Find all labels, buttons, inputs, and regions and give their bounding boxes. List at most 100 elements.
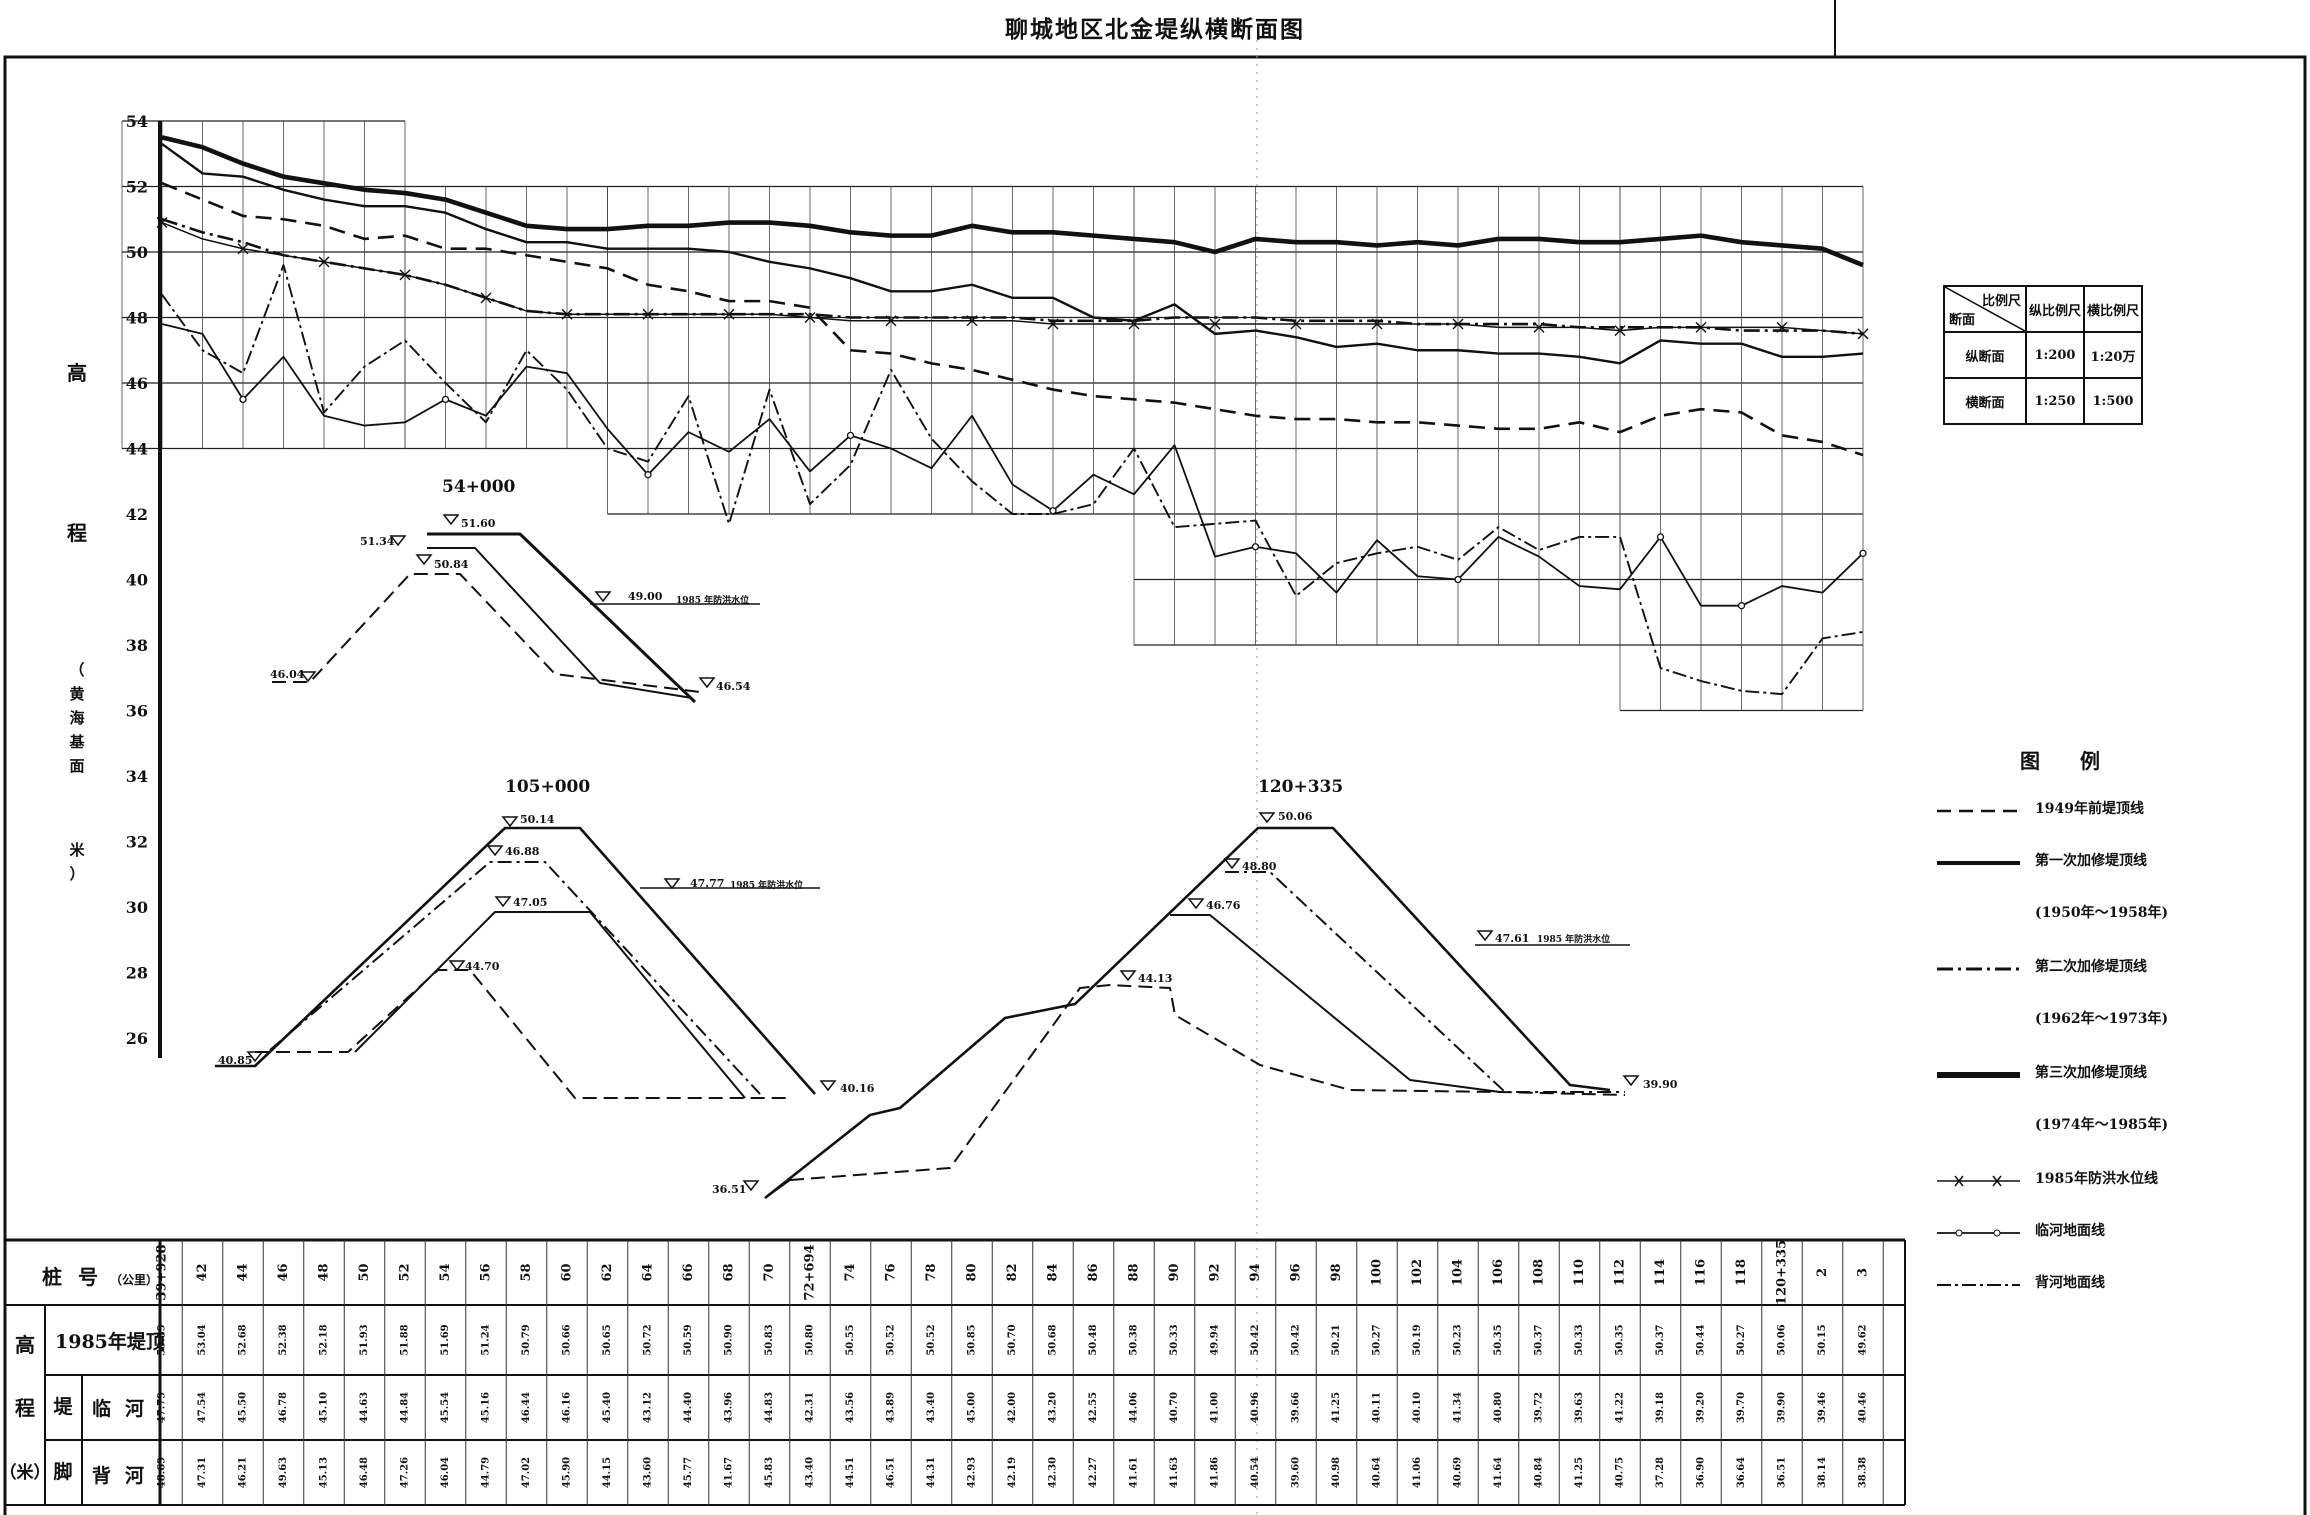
table-cell: 86 <box>1086 1263 1101 1281</box>
table-cell: 40.11 <box>1372 1392 1383 1423</box>
section-profile <box>764 826 1611 1200</box>
table-cell: 51.69 <box>440 1324 451 1355</box>
table-cell: 50.21 <box>1331 1324 1342 1355</box>
legend-item: 1985年防洪水位线 <box>1935 1166 2225 1218</box>
table-cell: 42.19 <box>1007 1457 1018 1488</box>
table-cell: 43.40 <box>805 1457 816 1488</box>
section-label: 1985 年防洪水位 <box>730 879 803 891</box>
table-cell: 50 <box>357 1263 372 1281</box>
table-cell: 44.31 <box>926 1457 937 1488</box>
table-cell: 46.16 <box>562 1392 573 1423</box>
table-cell: 50.85 <box>967 1324 978 1355</box>
table-cell: 46.78 <box>278 1392 289 1423</box>
table-cell: 44.51 <box>845 1457 856 1488</box>
legend-sublabel: (1950年～1958年) <box>2035 905 2169 921</box>
table-cell: 42.30 <box>1048 1457 1059 1488</box>
table-header: 程 <box>15 1396 35 1420</box>
legend-label: 1985年防洪水位线 <box>2035 1171 2158 1187</box>
table-cell: 50.33 <box>1169 1324 1180 1355</box>
y-axis-label: 米） <box>69 841 85 883</box>
table-cell: 50.72 <box>643 1324 654 1355</box>
series-point <box>1656 533 1665 541</box>
elevation-marker <box>1476 930 1494 942</box>
table-cell: 94 <box>1248 1263 1263 1281</box>
table-cell: 42.00 <box>1007 1392 1018 1423</box>
table-cell: 47.31 <box>197 1457 208 1488</box>
table-cell: 40.98 <box>1331 1457 1342 1488</box>
series-point <box>1251 543 1260 551</box>
table-cell: 39.72 <box>1534 1392 1545 1423</box>
legend-label: 第二次加修堤顶线 <box>2035 959 2147 975</box>
section-label: 46.54 <box>716 680 751 693</box>
scale-row-h: 1:20万 <box>2083 331 2143 379</box>
table-cell: 46 <box>276 1263 291 1281</box>
table-cell: 41.00 <box>1210 1392 1221 1423</box>
table-cell: 46.21 <box>238 1457 249 1488</box>
table-cell: 51.88 <box>400 1324 411 1355</box>
table-cell: 80 <box>965 1263 980 1281</box>
section-label: 40.85 <box>218 1054 252 1067</box>
legend-title: 图例 <box>2020 749 2140 773</box>
data-table: 桩号 （公里） 高程 （米） 1985年堤顶堤脚 临河背河 39+928 53.39 47.79… <box>0 1238 1906 1506</box>
section-profile <box>764 1179 791 1199</box>
table-cell: 45.40 <box>602 1392 613 1423</box>
table-cell: 41.63 <box>1169 1457 1180 1488</box>
cross-sections: 54+000 51.34 51.60 50.84 49.00 1985 年防洪水位 46.0… <box>215 477 1678 1200</box>
legend-item: 第三次加修堤顶线 (1974年～1985年) <box>1935 1060 2225 1166</box>
elevation-marker <box>819 1080 837 1092</box>
table-cell: 44 <box>236 1263 251 1281</box>
y-axis-label: （黄海基面 <box>68 661 85 775</box>
table-cell: 50.27 <box>1736 1324 1747 1355</box>
table-cell: 43.89 <box>886 1392 897 1423</box>
table-cell: 42.27 <box>1088 1457 1099 1488</box>
table-cell: 39.66 <box>1291 1392 1302 1423</box>
section-profile <box>789 984 1626 1181</box>
table-cell: 52 <box>398 1263 413 1281</box>
grid-layer <box>121 120 1864 712</box>
table-cell: 49.63 <box>278 1457 289 1488</box>
table-cell: 39.90 <box>1777 1392 1788 1423</box>
table-cell: 36.51 <box>1777 1457 1788 1488</box>
elevation-marker <box>594 591 612 603</box>
section-label: 1985 年防洪水位 <box>1537 933 1610 945</box>
series-point <box>642 308 654 320</box>
series-point <box>644 471 652 479</box>
series-point <box>1290 318 1302 330</box>
table-cell: 70 <box>762 1263 777 1281</box>
legend-label: 第三次加修堤顶线 <box>2035 1065 2147 1081</box>
table-header: 1985年堤顶 <box>55 1330 165 1353</box>
elevation-marker <box>1258 812 1276 824</box>
y-tick-label: 46 <box>126 374 148 393</box>
elevation-marker <box>246 1051 264 1063</box>
table-cell: 106 <box>1491 1259 1506 1286</box>
legend-item: 第一次加修堤顶线 (1950年～1958年) <box>1935 848 2225 954</box>
section-label: 51.34 <box>360 535 395 548</box>
table-cell: 39.70 <box>1736 1392 1747 1423</box>
y-axis-label: 程 <box>67 521 87 545</box>
section-label: 1985 年防洪水位 <box>676 594 749 606</box>
table-cell: 43.60 <box>643 1457 654 1488</box>
series-point <box>1776 321 1788 333</box>
table-cell: 40.80 <box>1493 1392 1504 1423</box>
table-cell: 47.54 <box>197 1392 208 1423</box>
table-cell: 50.66 <box>562 1324 573 1355</box>
table-cell: 50.06 <box>1777 1324 1788 1355</box>
table-cell: 41.61 <box>1129 1457 1140 1488</box>
table-header: （公里） <box>110 1272 158 1287</box>
table-header: 桩 <box>42 1265 62 1289</box>
series-point <box>1614 325 1626 337</box>
elevation-marker <box>448 960 466 972</box>
section-profile <box>427 547 693 699</box>
section-title: 105+000 <box>505 777 590 797</box>
series-point <box>156 217 168 229</box>
section-profile <box>354 911 746 1099</box>
table-cell: 40.69 <box>1453 1457 1464 1488</box>
table-cell: 56 <box>479 1263 494 1281</box>
y-tick-label: 38 <box>126 636 148 655</box>
series-point <box>1695 321 1707 333</box>
section-title: 120+335 <box>1258 777 1343 797</box>
series-point <box>1209 318 1221 330</box>
table-cell: 45.50 <box>238 1392 249 1423</box>
